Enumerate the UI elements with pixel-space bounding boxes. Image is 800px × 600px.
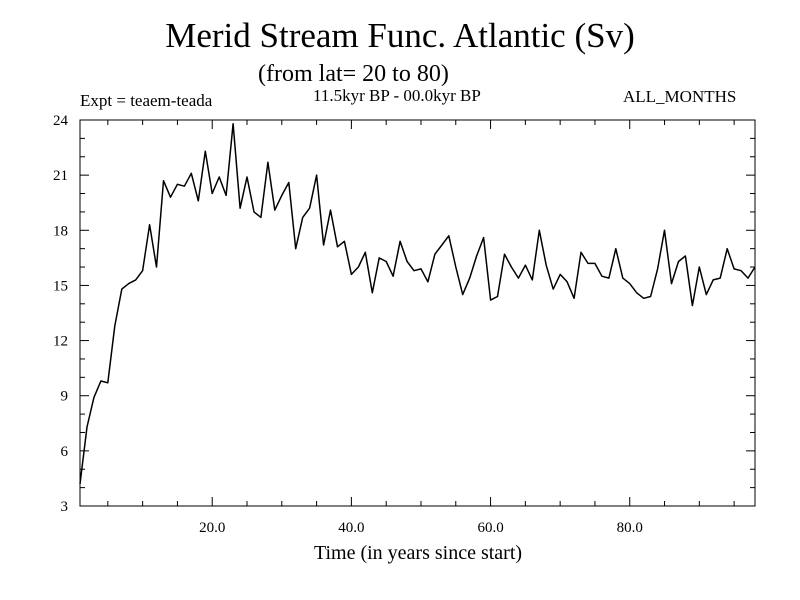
experiment-label: Expt = teaem-teada — [80, 91, 213, 110]
chart-title: Merid Stream Func. Atlantic (Sv) — [165, 16, 635, 55]
x-tick-label: 20.0 — [199, 520, 225, 536]
x-axis-label: Time (in years since start) — [313, 542, 523, 564]
y-tick-label: 3 — [61, 499, 69, 515]
axis-tick-labels: 3 6 9 12 15 18 21 24 20.0 40.0 60.0 80.0 — [53, 113, 643, 536]
y-tick-label: 18 — [53, 223, 68, 239]
x-tick-label: 40.0 — [338, 520, 364, 536]
y-tick-label: 9 — [61, 389, 69, 405]
y-tick-label: 24 — [53, 113, 69, 129]
x-tick-label: 60.0 — [477, 520, 503, 536]
series-line — [79, 122, 756, 484]
y-tick-label: 6 — [61, 444, 69, 460]
y-tick-label: 15 — [53, 278, 68, 294]
plot-frame — [79, 119, 756, 507]
y-tick-label: 21 — [53, 168, 68, 184]
x-tick-label: 80.0 — [617, 520, 643, 536]
chart-subtitle: (from lat= 20 to 80) — [258, 61, 449, 87]
y-tick-label: 12 — [53, 334, 68, 350]
period-label: 11.5kyr BP - 00.0kyr BP — [313, 86, 481, 105]
axis-ticks — [80, 119, 755, 507]
months-label: ALL_MONTHS — [623, 87, 737, 106]
